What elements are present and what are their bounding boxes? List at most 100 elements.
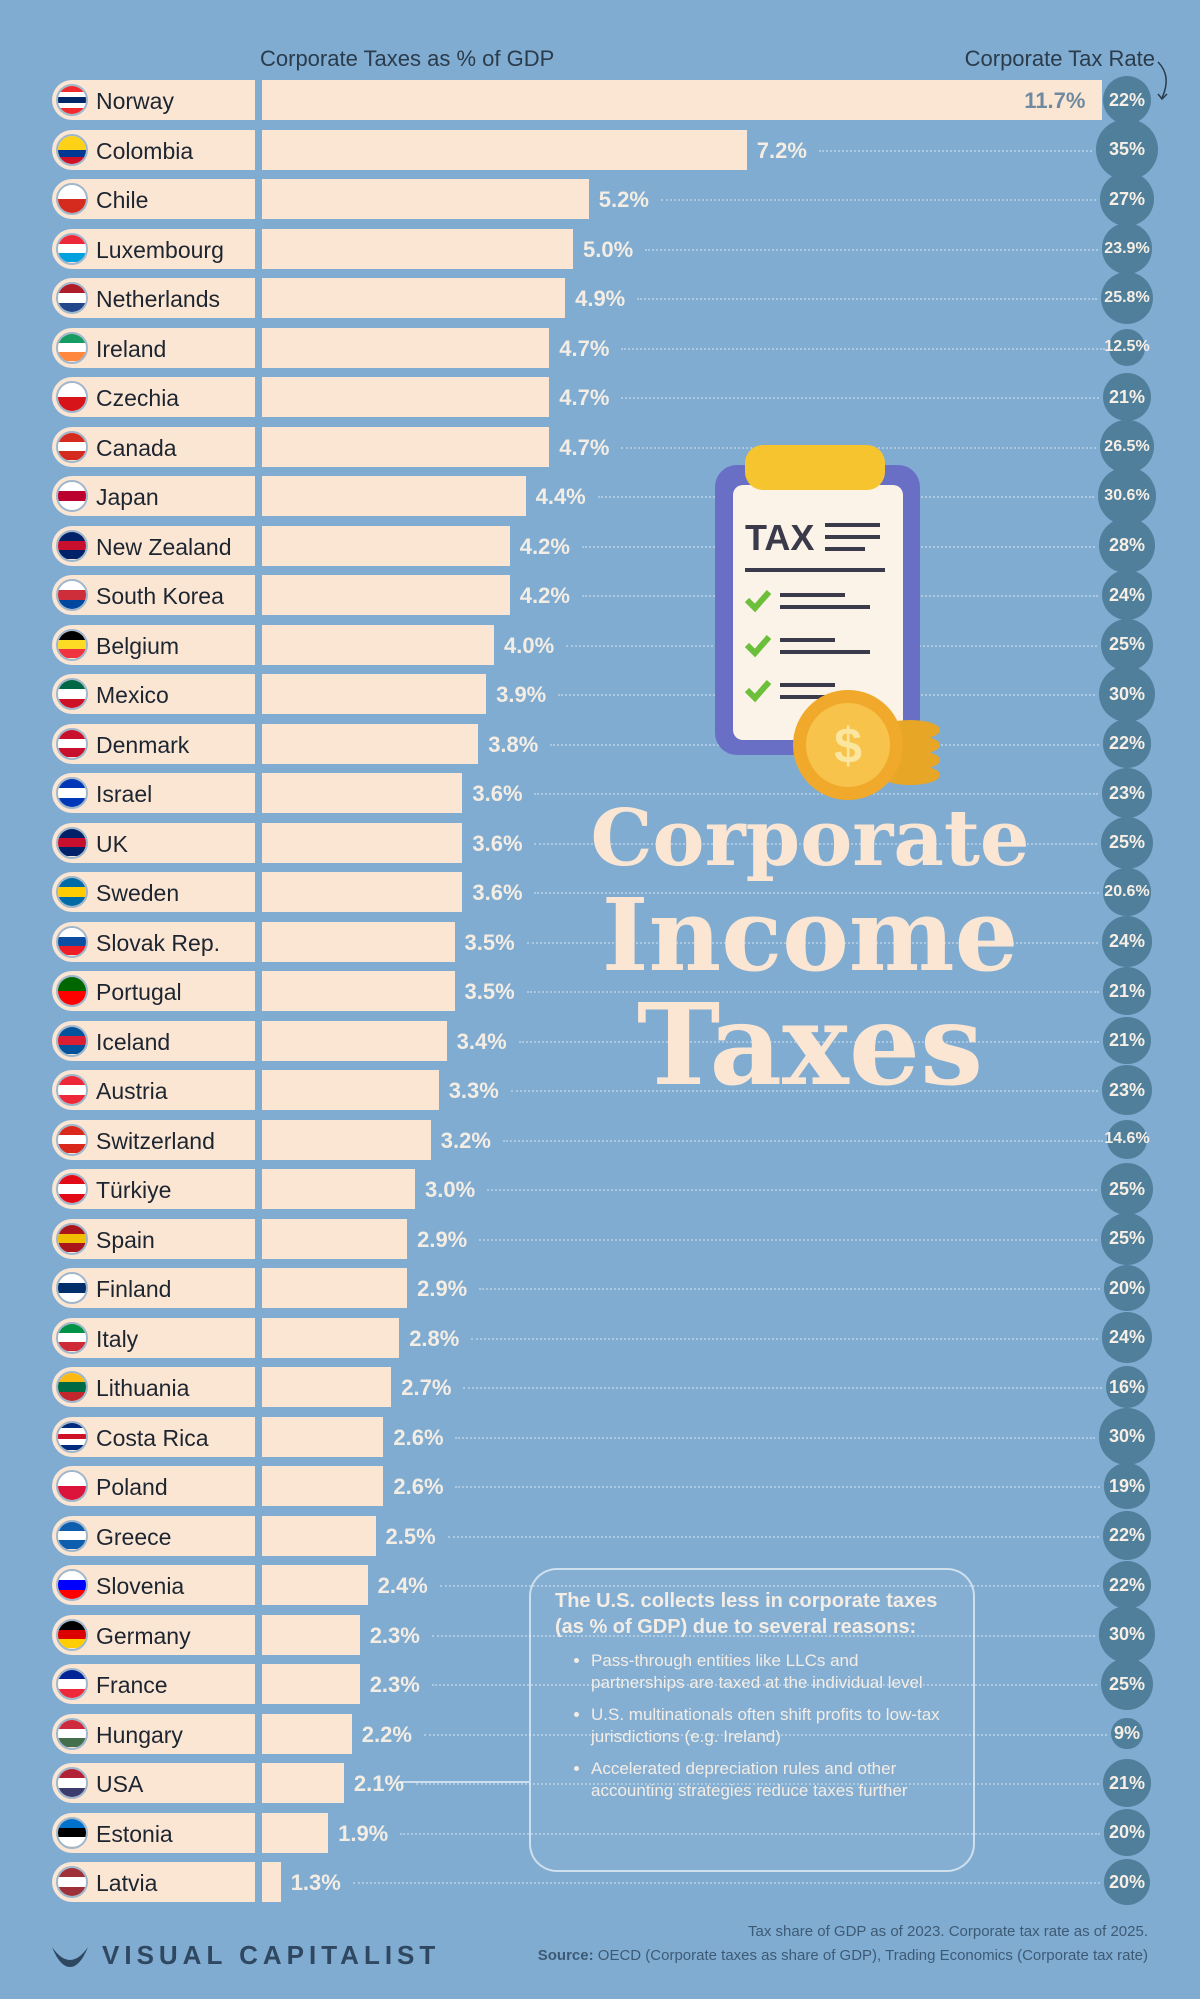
bar-row: Hungary 2.2% 9% [0, 1713, 1200, 1754]
bar [262, 1664, 360, 1704]
bar-row: Greece 2.5% 22% [0, 1511, 1200, 1560]
dotted-leader [463, 1387, 1103, 1389]
flag-icon [56, 1569, 88, 1601]
dotted-leader [447, 1535, 1099, 1538]
bar [262, 426, 550, 467]
bar-row: Iceland 3.4% 21% [0, 1016, 1200, 1065]
country-name: Greece [96, 1523, 172, 1550]
bar-row: Lithuania 2.7% 16% [0, 1366, 1200, 1408]
value-label: 3.5% [464, 979, 515, 1004]
flag-icon [56, 1420, 88, 1453]
country-name: Canada [96, 434, 177, 461]
country-label: South Korea [52, 575, 255, 615]
value-label: 2.3% [369, 1622, 420, 1648]
country-name: Slovak Rep. [96, 929, 221, 956]
tax-rate-circle: 20% [1103, 1264, 1151, 1312]
value-label: 4.2% [519, 583, 570, 608]
value-label: 3.8% [488, 731, 539, 757]
value-label: 11.7% [1024, 88, 1086, 113]
bar-row: Austria 3.3% 23% [0, 1065, 1200, 1115]
country-name: Israel [96, 781, 153, 807]
bar [262, 1614, 360, 1655]
title-line-2: Income [601, 876, 1019, 994]
value-label: 2.4% [377, 1573, 428, 1598]
country-name: Switzerland [96, 1127, 215, 1154]
dotted-leader [455, 1486, 1101, 1488]
bar [262, 674, 487, 714]
flag-icon [56, 826, 88, 859]
bar [262, 327, 550, 368]
country-label: Switzerland [52, 1119, 255, 1160]
value-label: 3.9% [496, 682, 547, 707]
value-label: 3.6% [472, 880, 523, 905]
bar-row: USA 2.1% 21% [0, 1759, 1200, 1807]
tax-rate-value: 25% [1108, 634, 1146, 654]
value-label: 5.0% [583, 236, 634, 262]
country-label: Costa Rica [52, 1416, 255, 1457]
tax-rate-value: 22% [1108, 1574, 1145, 1595]
bar-row: Norway 11.7% 22% [0, 75, 1200, 125]
bar-row: Sweden 3.6% 20.6% [0, 868, 1200, 916]
dotted-leader [518, 1040, 1100, 1043]
tax-rate-circle: 21% [1103, 1759, 1151, 1807]
flag-icon [56, 1717, 88, 1750]
source-label: Source: [537, 1947, 594, 1964]
bar [262, 80, 1103, 120]
flag-icon [56, 1618, 88, 1651]
tax-rate-circle: 25% [1101, 816, 1153, 869]
tax-rate-circle: 21% [1103, 373, 1151, 421]
dotted-leader [400, 1832, 1100, 1835]
bar-row: Estonia 1.9% 20% [0, 1809, 1200, 1856]
value-label: 4.0% [504, 632, 555, 658]
flag-icon [56, 678, 88, 710]
tax-rate-value: 24% [1108, 931, 1145, 951]
bar-row: Slovak Rep. 3.5% 24% [0, 916, 1200, 967]
dotted-leader [637, 298, 1097, 300]
country-label: Japan [52, 476, 255, 516]
tax-rate-value: 25.8% [1104, 289, 1150, 306]
flag-icon [56, 1519, 88, 1552]
country-label: Ireland [52, 327, 255, 368]
bar [262, 723, 479, 764]
bar [262, 822, 463, 863]
dotted-leader [423, 1733, 1108, 1736]
bar [262, 278, 566, 318]
tax-rate-circle: 28% [1099, 517, 1155, 574]
country-label: Germany [52, 1614, 255, 1655]
bar [262, 1763, 344, 1803]
bar [262, 1466, 384, 1506]
value-label: 1.3% [290, 1870, 341, 1895]
flag-icon [56, 1272, 88, 1304]
tax-rate-circle: 35% [1096, 118, 1158, 181]
value-label: 2.2% [361, 1721, 412, 1747]
bar [262, 1416, 384, 1457]
tax-rate-value: 12.5% [1104, 338, 1150, 356]
tax-rate-label: Corporate Tax Rate [964, 46, 1155, 71]
bar [262, 575, 510, 615]
dotted-leader [818, 149, 1093, 152]
bar-row: Spain 2.9% 25% [0, 1212, 1200, 1265]
tax-rate-value: 22% [1108, 89, 1145, 110]
tax-rate-value: 30% [1108, 1624, 1145, 1644]
bar-row: South Korea 4.2% 24% [0, 569, 1200, 621]
value-label: 2.7% [401, 1375, 452, 1400]
dotted-leader [534, 793, 1099, 795]
dotted-leader [455, 1436, 1095, 1439]
country-name: France [96, 1672, 168, 1698]
tax-rate-circle: 9% [1111, 1717, 1143, 1750]
flag-icon [56, 1222, 88, 1255]
country-name: Denmark [96, 731, 190, 758]
value-label: 5.2% [598, 187, 649, 212]
tax-rate-value: 22% [1108, 1525, 1145, 1545]
bar [262, 872, 463, 912]
bar [262, 525, 510, 566]
dotted-leader [479, 1288, 1100, 1290]
country-label: Slovak Rep. [52, 921, 255, 962]
tax-rate-circle: 30% [1098, 1606, 1156, 1663]
bar-row: Colombia 7.2% 35% [0, 118, 1200, 181]
country-name: Norway [96, 88, 174, 114]
tax-rate-circle: 20% [1103, 1858, 1151, 1906]
flag-icon [56, 925, 88, 958]
tax-rate-circle: 25% [1101, 1212, 1153, 1265]
country-name: Ireland [96, 335, 167, 362]
